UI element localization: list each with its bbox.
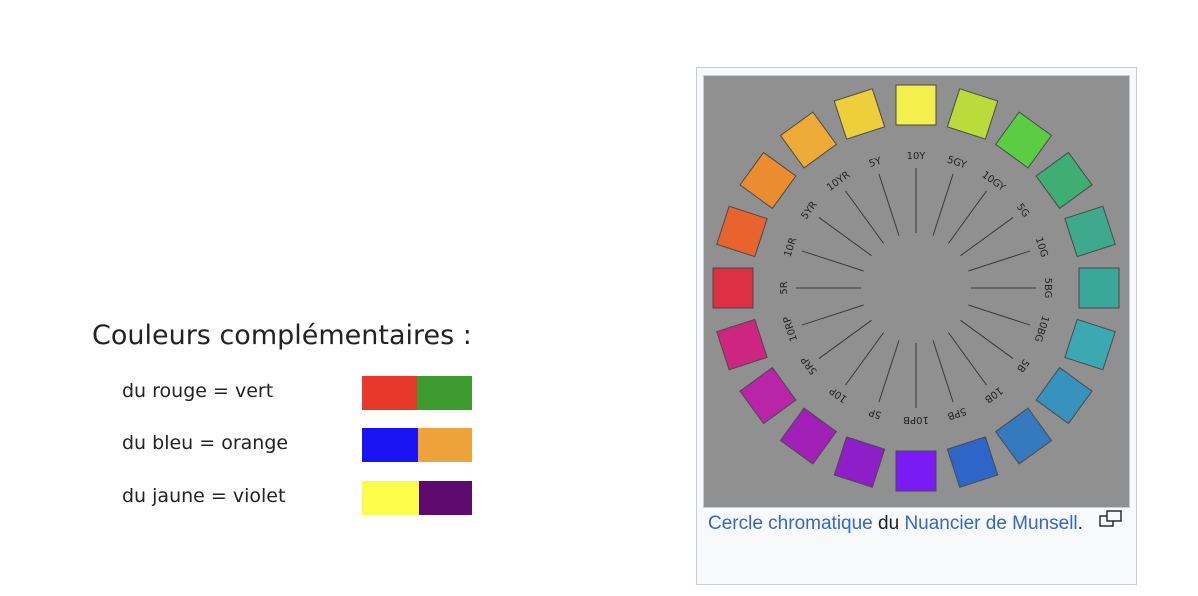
hue-swatch-10b <box>994 407 1053 465</box>
wheel-spoke <box>932 340 954 403</box>
wheel-spoke <box>845 190 885 244</box>
image-thumbnail: 10Y 5GY 10GY 5G 10G 5BG 10BG 5B 10B 5PB 10PB 5P 10P 5… <box>696 67 1137 585</box>
hue-swatch-5p <box>833 436 886 488</box>
wheel-spoke <box>845 332 885 386</box>
wheel-spoke <box>947 332 987 386</box>
wheel-spoke <box>878 173 900 236</box>
wheel-spoke <box>960 319 1014 359</box>
hue-swatch-5gy <box>946 88 999 140</box>
complementary-row-blue: du bleu = orange <box>122 428 482 462</box>
hue-swatch-5rp <box>739 366 797 425</box>
hue-label: 10Y <box>907 151 927 162</box>
wheel-spoke <box>968 304 1031 326</box>
hue-label: 5P <box>868 406 883 420</box>
row-label: du jaune = violet <box>122 485 286 507</box>
wheel-spoke <box>932 173 954 236</box>
hue-label: 10YR <box>825 170 852 194</box>
hue-swatch-5y <box>833 88 886 140</box>
hue-swatch-5bg <box>1078 267 1120 309</box>
hue-label: 5PB <box>946 405 968 421</box>
hue-swatch-5yr <box>739 151 797 210</box>
hue-swatch-5b <box>1035 366 1093 425</box>
hue-swatch-10pb <box>895 450 937 492</box>
hue-label: 5YR <box>799 200 819 222</box>
hue-swatch-5r <box>712 267 754 309</box>
hue-swatch-10r <box>716 205 768 258</box>
link-nuancier-de-munsell[interactable]: Nuancier de Munsell <box>904 513 1078 534</box>
wheel-spoke <box>801 304 864 326</box>
swatch-green <box>417 376 472 410</box>
munsell-color-wheel-image[interactable]: 10Y 5GY 10GY 5G 10G 5BG 10BG 5B 10B 5PB 10PB 5P 10P 5… <box>703 75 1130 508</box>
wheel-spoke <box>818 217 872 257</box>
hue-swatch-10g <box>1064 205 1116 258</box>
wheel-spoke <box>960 217 1014 257</box>
swatch-red <box>362 376 417 410</box>
swatch-orange <box>418 428 472 462</box>
hue-swatch-10rp <box>716 318 768 371</box>
hue-label: 5R <box>779 281 790 294</box>
hue-label: 10R <box>783 236 800 258</box>
hue-label: 10RP <box>782 315 800 343</box>
hue-label: 10BG <box>1032 314 1051 343</box>
complementary-colors-figure: Couleurs complémentaires : du rouge = ve… <box>92 320 482 515</box>
hue-label: 5BG <box>1042 278 1053 299</box>
caption-text: du <box>872 513 905 534</box>
thumbnail-caption: Cercle chromatique du Nuancier de Munsel… <box>708 511 1088 537</box>
complementary-row-yellow: du jaune = violet <box>122 481 482 515</box>
hue-swatch-10y <box>895 84 937 126</box>
row-label: du rouge = vert <box>122 380 274 402</box>
complementary-row-red: du rouge = vert <box>122 376 482 410</box>
swatch-violet <box>419 481 472 515</box>
swatch-blue <box>362 428 418 462</box>
hue-label: 5B <box>1014 357 1031 374</box>
wheel-spoke <box>801 250 864 272</box>
hue-label: 10P <box>828 384 850 404</box>
hue-label: 10B <box>982 384 1004 404</box>
hue-label: 5G <box>1014 202 1031 220</box>
swatch-yellow <box>362 481 419 515</box>
link-cercle-chromatique[interactable]: Cercle chromatique <box>708 513 873 534</box>
hue-label: 10G <box>1033 236 1050 259</box>
figure-title: Couleurs complémentaires : <box>92 320 472 351</box>
wheel-spoke <box>947 190 987 244</box>
hue-swatch-5pb <box>946 436 999 488</box>
hue-label: 5RP <box>799 354 819 376</box>
wheel-spoke <box>818 319 872 359</box>
wheel-spoke <box>968 250 1031 272</box>
wheel-spoke <box>878 340 900 403</box>
magnify-icon[interactable] <box>1099 509 1123 529</box>
hue-swatch-5g <box>1035 151 1093 210</box>
hue-label: 5GY <box>946 155 969 172</box>
hue-swatch-10gy <box>994 111 1053 169</box>
hue-swatch-10bg <box>1064 318 1116 371</box>
hue-label: 5Y <box>868 156 884 171</box>
hue-label: 10GY <box>980 169 1008 194</box>
hue-swatch-10yr <box>779 111 838 169</box>
caption-period: . <box>1077 513 1083 534</box>
hue-swatch-10p <box>779 407 838 465</box>
hue-label: 10PB <box>903 414 929 425</box>
row-label: du bleu = orange <box>122 432 289 454</box>
